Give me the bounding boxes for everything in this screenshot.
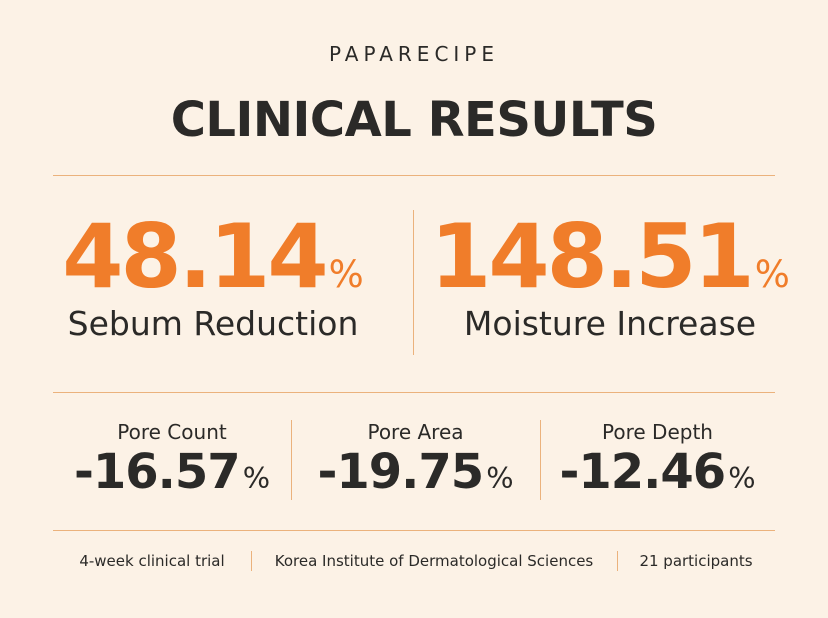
divider bbox=[413, 210, 414, 355]
stat-value: -16.57 bbox=[73, 444, 241, 500]
stat-value-row: -19.75% bbox=[291, 444, 540, 500]
stat-unit: % bbox=[242, 461, 271, 495]
stat-unit: % bbox=[754, 253, 790, 296]
stat-value: -19.75 bbox=[317, 444, 484, 500]
stat-label: Pore Area bbox=[367, 420, 464, 444]
divider bbox=[540, 420, 541, 500]
divider bbox=[53, 175, 775, 176]
stat-value: -12.46 bbox=[559, 444, 726, 500]
stat-value-row: 148.51% bbox=[430, 205, 790, 308]
main-stat: 148.51% Moisture Increase bbox=[430, 205, 790, 343]
stat-unit: % bbox=[728, 461, 756, 495]
main-stat: 48.14% Sebum Reduction bbox=[33, 205, 393, 343]
stat-value-row: -12.46% bbox=[540, 444, 775, 500]
stat-unit: % bbox=[486, 461, 514, 495]
stat-label: Pore Depth bbox=[602, 420, 713, 444]
divider bbox=[291, 420, 292, 500]
divider bbox=[251, 551, 252, 571]
stat-label: Pore Count bbox=[117, 420, 227, 444]
divider bbox=[617, 551, 618, 571]
pore-stat: Pore Area -19.75% bbox=[291, 420, 540, 500]
title: CLINICAL RESULTS bbox=[170, 92, 658, 148]
footer-note: 21 participants bbox=[639, 552, 753, 570]
footer-note: Korea Institute of Dermatological Scienc… bbox=[274, 552, 594, 570]
stat-value: 148.51 bbox=[430, 205, 755, 308]
stat-label: Moisture Increase bbox=[463, 304, 757, 343]
stat-value-row: 48.14% bbox=[33, 205, 393, 308]
divider bbox=[53, 392, 775, 393]
stat-label: Sebum Reduction bbox=[67, 304, 359, 343]
footer-note: 4-week clinical trial bbox=[79, 552, 225, 570]
stat-unit: % bbox=[328, 253, 364, 296]
stat-value: 48.14 bbox=[62, 205, 328, 308]
brand: PAPARECIPE bbox=[328, 42, 500, 66]
pore-stat: Pore Depth -12.46% bbox=[540, 420, 775, 500]
stat-value-row: -16.57% bbox=[53, 444, 291, 500]
pore-stat: Pore Count -16.57% bbox=[53, 420, 291, 500]
divider bbox=[53, 530, 775, 531]
